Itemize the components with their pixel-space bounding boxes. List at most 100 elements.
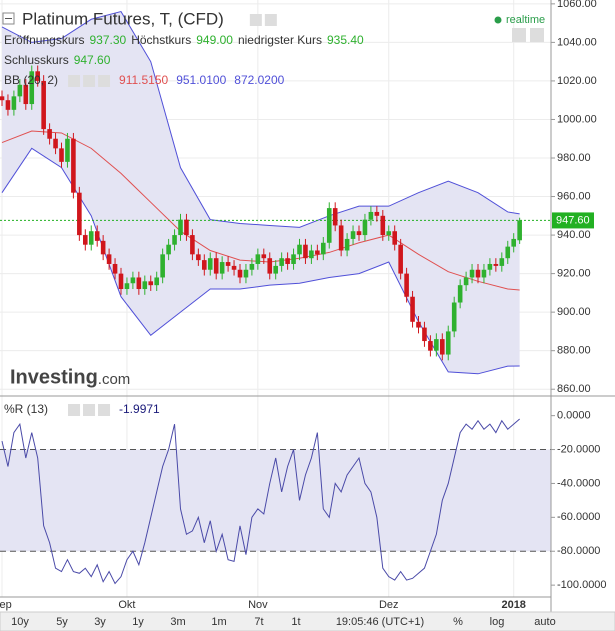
candle-body xyxy=(350,231,356,239)
button[interactable] xyxy=(512,28,526,42)
candle-body xyxy=(225,262,231,266)
candle-body xyxy=(237,269,243,278)
candle-body xyxy=(190,235,195,255)
indicator-icon[interactable] xyxy=(83,75,96,87)
y-tick-label: 900.00 xyxy=(557,306,591,318)
y-tick-label: 940.00 xyxy=(557,229,591,241)
candle-body xyxy=(380,215,386,236)
candle-body xyxy=(428,341,433,351)
option-button[interactable]: log xyxy=(490,616,505,628)
range-button[interactable]: 3m xyxy=(170,616,185,628)
bb-lower-value: 872.0200 xyxy=(234,73,284,87)
candle-body xyxy=(493,263,499,266)
candle-body xyxy=(71,138,76,193)
candle-body xyxy=(112,263,118,274)
candle-body xyxy=(291,254,296,264)
range-button[interactable]: 10y xyxy=(11,616,29,628)
high-value: 949.00 xyxy=(196,33,233,47)
candle-body xyxy=(315,250,320,255)
candle-body xyxy=(285,258,290,264)
y-tick-label: -60.0000 xyxy=(557,511,600,523)
indicator-icon[interactable] xyxy=(264,14,277,26)
y-tick-label: 1040.00 xyxy=(557,36,597,48)
candle-body xyxy=(374,211,380,216)
candle-body xyxy=(386,231,392,236)
candle-body xyxy=(267,258,273,274)
low-value: 935.40 xyxy=(327,33,364,47)
candle-body xyxy=(106,254,112,264)
y-tick-label: 1060.00 xyxy=(557,0,597,10)
open-label: Eröffnungskurs xyxy=(4,33,85,47)
candle-body xyxy=(463,277,469,286)
x-tick-label: Okt xyxy=(118,599,135,611)
indicator-icon[interactable] xyxy=(98,75,111,87)
r-title: %R (13) xyxy=(4,402,48,416)
candle-body xyxy=(41,80,46,130)
candle-body xyxy=(17,84,23,97)
candle-body xyxy=(356,231,362,236)
option-button[interactable]: auto xyxy=(534,616,555,628)
candle-body xyxy=(77,192,82,236)
range-button[interactable]: 1y xyxy=(132,616,144,628)
toolbar xyxy=(0,611,615,631)
candle-body xyxy=(100,240,106,255)
last-price-label: 947.60 xyxy=(556,214,590,226)
range-button[interactable]: 1t xyxy=(291,616,300,628)
realtime-dot xyxy=(494,16,502,24)
x-tick-label: Nov xyxy=(248,599,268,611)
candle-body xyxy=(499,258,505,266)
indicator-icon[interactable] xyxy=(98,404,111,416)
y-tick-label: -80.0000 xyxy=(557,545,600,557)
candle-body xyxy=(94,231,100,241)
logo-suffix: .com xyxy=(98,371,131,388)
last-price-box xyxy=(552,212,594,229)
candle-body xyxy=(303,244,308,259)
candle-body xyxy=(53,138,58,149)
range-button[interactable]: 3y xyxy=(94,616,106,628)
candle-body xyxy=(0,96,5,101)
y-tick-label: 880.00 xyxy=(557,345,591,357)
y-tick-label: -100.0000 xyxy=(557,579,607,591)
range-button[interactable]: 1m xyxy=(211,616,226,628)
button[interactable] xyxy=(530,28,544,42)
candle-body xyxy=(440,339,445,355)
candle-body xyxy=(255,254,261,264)
candle-body xyxy=(196,254,201,261)
candle-body xyxy=(344,238,350,251)
candle-body xyxy=(65,138,70,162)
candle-body xyxy=(362,219,368,236)
candle-body xyxy=(273,265,278,274)
y-tick-label: 960.00 xyxy=(557,190,591,202)
candle-body xyxy=(404,273,409,297)
candle-body xyxy=(166,244,171,255)
y-tick-label: 860.00 xyxy=(557,383,591,395)
candle-body xyxy=(445,331,451,355)
candle-body xyxy=(469,269,475,278)
y-tick-label: 1000.00 xyxy=(557,113,597,125)
range-button[interactable]: 5y xyxy=(56,616,68,628)
candle-body xyxy=(475,269,481,278)
candle-body xyxy=(83,235,88,245)
indicator-icon[interactable] xyxy=(68,404,81,416)
candle-body xyxy=(487,263,493,270)
r-value: -1.9971 xyxy=(119,402,160,416)
candle-body xyxy=(160,254,165,278)
range-button[interactable]: 7t xyxy=(254,616,263,628)
candle-body xyxy=(11,96,17,110)
candle-body xyxy=(422,327,427,342)
candle-body xyxy=(142,281,148,290)
clock: 19:05:46 (UTC+1) xyxy=(336,616,424,628)
candle-body xyxy=(184,219,189,236)
indicator-icon[interactable] xyxy=(83,404,96,416)
candle-body xyxy=(326,208,332,243)
candle-body xyxy=(297,244,302,255)
y-tick-label: 0.0000 xyxy=(557,410,591,422)
candle-body xyxy=(368,211,374,220)
indicator-icon[interactable] xyxy=(68,75,81,87)
indicator-icon[interactable] xyxy=(249,14,262,26)
option-button[interactable]: % xyxy=(453,616,463,628)
candle-body xyxy=(154,277,159,286)
chart-title: Platinum Futures, T, (CFD) xyxy=(22,9,224,28)
candle-body xyxy=(416,321,421,328)
y-tick-label: 920.00 xyxy=(557,268,591,280)
